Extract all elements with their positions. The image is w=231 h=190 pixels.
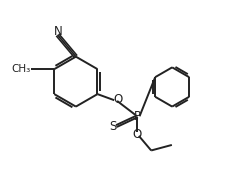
- Text: CH₃: CH₃: [11, 64, 30, 74]
- Text: N: N: [54, 25, 63, 38]
- Text: P: P: [133, 110, 140, 123]
- Text: S: S: [108, 120, 116, 133]
- Text: O: O: [113, 93, 122, 106]
- Text: O: O: [132, 128, 141, 141]
